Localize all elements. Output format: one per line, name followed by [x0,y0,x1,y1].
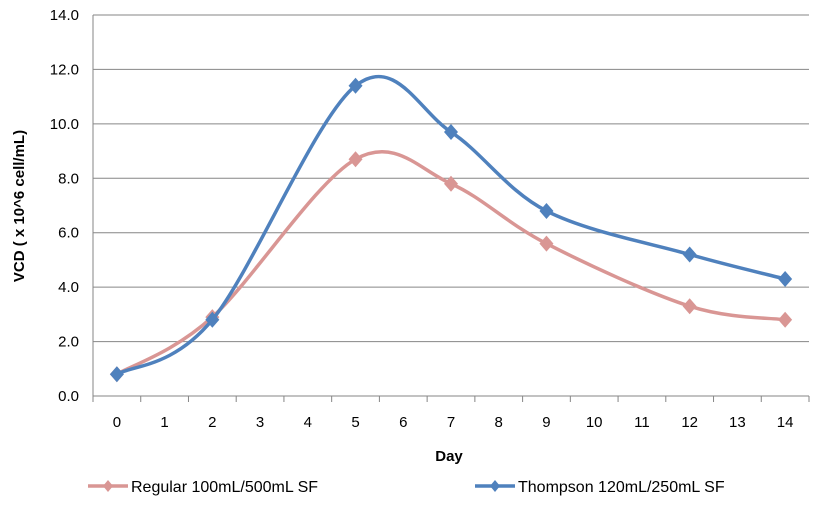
data-point-marker [205,311,220,328]
legend-marker [103,480,113,492]
gridlines [92,14,810,402]
y-tick-label: 12.0 [50,61,79,78]
legend-label: Thompson 120mL/250mL SF [518,479,725,496]
data-point-marker [539,235,554,252]
y-tick-label: 14.0 [50,7,79,24]
x-tick-label: 6 [399,414,407,431]
data-point-marker [109,366,124,383]
y-tick-label: 10.0 [50,116,79,133]
x-tick-label: 12 [681,414,698,431]
x-axis-tick-labels: 0 1 2 3 4 5 6 7 8 9 10 11 12 13 14 [113,414,794,431]
x-tick-label: 10 [586,414,603,431]
data-point-marker [778,311,793,328]
data-point-marker [682,298,697,315]
x-tick-label: 2 [208,414,216,431]
legend: Regular 100mL/500mL SF Thompson 120mL/250… [88,479,725,496]
data-point-marker [444,175,458,192]
y-axis-label: VCD ( x 10^6 cell/mL) [11,130,28,282]
legend-marker [490,480,500,492]
y-tick-label: 0.0 [58,388,79,405]
x-tick-label: 3 [256,414,264,431]
x-tick-label: 7 [447,414,455,431]
x-tick-label: 8 [495,414,503,431]
data-point-marker [444,124,458,141]
x-tick-label: 1 [160,414,168,431]
data-point-marker [682,246,697,263]
x-tick-label: 11 [634,414,650,431]
data-point-marker [778,270,793,287]
x-tick-label: 0 [113,414,121,431]
y-tick-label: 4.0 [58,279,79,296]
y-tick-label: 2.0 [58,334,79,351]
y-tick-label: 6.0 [58,225,79,242]
series-line-1 [116,74,786,376]
x-axis-label: Day [435,448,463,465]
x-tick-label: 9 [542,414,550,431]
legend-label: Regular 100mL/500mL SF [131,479,318,496]
data-point-marker [348,77,363,94]
x-tick-label: 5 [351,414,359,431]
series-lines [109,74,793,383]
data-point-marker [348,151,363,168]
data-point-marker [539,202,554,219]
x-tick-label: 4 [304,414,312,431]
x-tick-label: 14 [777,414,794,431]
x-tick-label: 13 [729,414,746,431]
y-axis-tick-labels: 0.0 2.0 4.0 6.0 8.0 10.0 12.0 14.0 [50,7,79,405]
y-tick-label: 8.0 [58,170,79,187]
